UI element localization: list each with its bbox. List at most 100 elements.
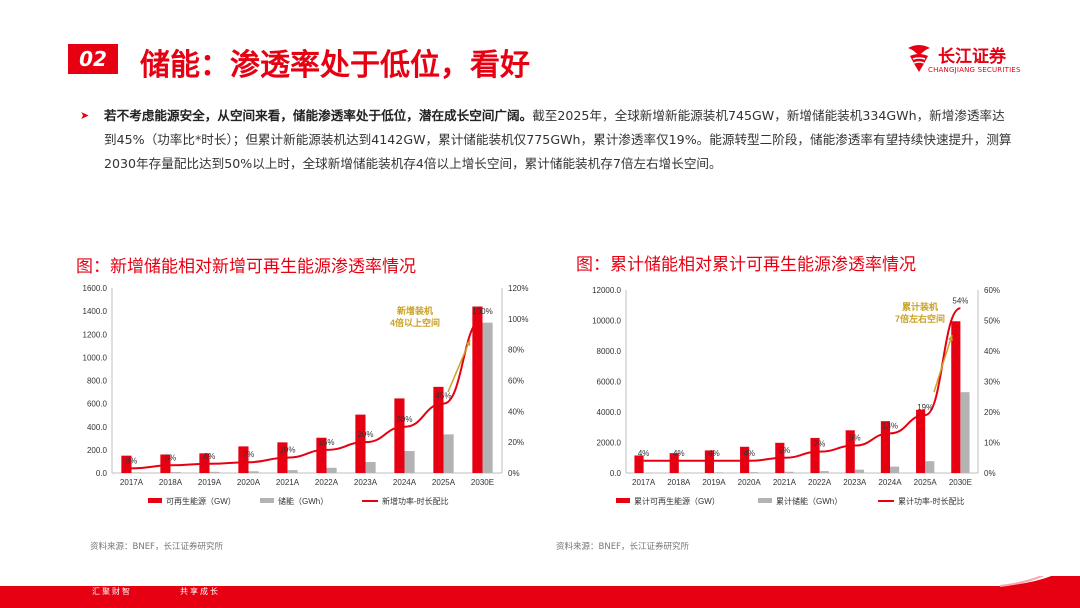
bar-renewable <box>634 455 644 473</box>
y-right-tick-label: 60% <box>984 286 1000 295</box>
bullet-arrow-icon: ➤ <box>80 109 90 122</box>
y-right-tick-label: 40% <box>984 347 1000 356</box>
bar-renewable <box>951 321 961 473</box>
x-tick-label: 2030E <box>471 478 494 487</box>
line-data-label: 7% <box>814 440 826 449</box>
chart-new-installations: 0.0 200.0 400.0 600.0 800.0 1000.0 1200.0 1400.… <box>83 284 529 506</box>
legend-swatch-renewable <box>148 498 162 503</box>
x-tick-label: 2019A <box>198 478 222 487</box>
bullet-rest-text: 截至2025年，全球新增新能源装机745GW，新增储能装机334GWh，新增渗透… <box>104 108 1012 171</box>
annotation-arrowhead-icon <box>465 340 471 346</box>
bar-storage <box>714 472 724 473</box>
logo-subtitle: CHANGJIANG SECURITIES <box>928 66 1021 74</box>
bar-storage <box>749 472 759 473</box>
chart-title-right: 图：累计储能相对累计可再生能源渗透率情况 <box>576 255 916 275</box>
line-data-label: 9% <box>849 434 861 443</box>
annotation-line2: 4倍以上空间 <box>390 317 440 328</box>
bar-storage <box>248 471 259 473</box>
line-data-label: 5% <box>165 453 177 462</box>
x-tick-label: 2030E <box>949 478 972 487</box>
x-tick-label: 2024A <box>393 478 417 487</box>
x-tick-label: 2022A <box>808 478 832 487</box>
logo-mark-icon <box>908 45 930 72</box>
x-tick-label: 2024A <box>878 478 902 487</box>
annotation-line1: 累计装机 <box>902 301 938 312</box>
bar-storage <box>326 467 337 473</box>
y-right-tick-label: 0% <box>984 469 996 478</box>
footer-motto-right: 共享成长 <box>180 587 220 596</box>
bar-renewable <box>669 453 679 473</box>
line-data-label: 3% <box>126 456 138 465</box>
bar-renewable <box>433 386 444 473</box>
line-data-label: 6% <box>204 452 216 461</box>
legend-swatch-storage <box>758 498 772 503</box>
bar-storage <box>925 461 935 473</box>
y-left-tick-label: 1600.0 <box>83 284 108 293</box>
y-left-tick-label: 1000.0 <box>83 353 108 362</box>
y-right-tick-label: 60% <box>508 377 524 386</box>
source-note-right: 资料来源：BNEF，长江证券研究所 <box>556 542 689 552</box>
bar-storage <box>209 471 220 473</box>
line-data-label: 54% <box>952 296 968 305</box>
x-tick-label: 2020A <box>738 478 762 487</box>
line-data-label: 100% <box>472 307 492 316</box>
y-right-tick-label: 80% <box>508 346 524 355</box>
line-data-label: 7% <box>243 450 255 459</box>
footer-swoosh <box>0 576 1080 608</box>
y-left-tick-label: 6000.0 <box>597 378 622 387</box>
y-left-tick-label: 8000.0 <box>597 347 622 356</box>
line-data-label: 45% <box>435 392 451 401</box>
annotation-arrow-icon <box>933 334 953 393</box>
y-right-tick-label: 120% <box>508 284 528 293</box>
x-tick-label: 2025A <box>432 478 456 487</box>
section-badge: 02 <box>68 44 118 74</box>
line-data-label: 20% <box>357 430 373 439</box>
annotation-arrowhead-icon <box>947 335 953 341</box>
y-left-tick-label: 0.0 <box>610 469 622 478</box>
y-right-tick-label: 50% <box>984 317 1000 326</box>
x-tick-label: 2017A <box>632 478 656 487</box>
line-data-label: 10% <box>279 446 295 455</box>
y-right-tick-label: 10% <box>984 439 1000 448</box>
bar-storage <box>819 471 829 473</box>
bar-storage <box>443 434 454 473</box>
x-tick-label: 2021A <box>773 478 797 487</box>
bar-renewable <box>316 437 327 473</box>
bar-renewable <box>160 454 171 473</box>
y-left-tick-label: 10000.0 <box>592 317 621 326</box>
line-data-label: 4% <box>743 449 755 458</box>
annotation-arrow-icon <box>447 339 471 393</box>
x-tick-label: 2018A <box>667 478 691 487</box>
bar-storage <box>482 322 493 473</box>
line-data-label: 5% <box>779 446 791 455</box>
summary-bullet: ➤ 若不考虑能源安全，从空间来看，储能渗透率处于低位，潜在成长空间广阔。截至20… <box>80 104 1012 176</box>
bullet-text: 若不考虑能源安全，从空间来看，储能渗透率处于低位，潜在成长空间广阔。截至2025… <box>104 104 1012 176</box>
line-data-label: 4% <box>708 449 720 458</box>
y-right-tick-label: 30% <box>984 378 1000 387</box>
x-tick-label: 2022A <box>315 478 339 487</box>
x-tick-label: 2021A <box>276 478 300 487</box>
y-right-tick-label: 100% <box>508 315 528 324</box>
annotation-line1: 新增装机 <box>397 305 433 316</box>
y-left-tick-label: 1400.0 <box>83 307 108 316</box>
line-data-label: 15% <box>318 438 334 447</box>
y-left-tick-label: 4000.0 <box>597 408 622 417</box>
bar-renewable <box>472 306 483 473</box>
y-left-tick-label: 800.0 <box>87 377 108 386</box>
x-tick-label: 2025A <box>914 478 938 487</box>
line-data-label: 4% <box>673 449 685 458</box>
page-title: 储能：渗透率处于低位，看好 <box>140 48 530 83</box>
y-left-tick-label: 200.0 <box>87 446 108 455</box>
bar-renewable <box>355 414 366 473</box>
y-left-tick-label: 1200.0 <box>83 330 108 339</box>
y-left-tick-label: 0.0 <box>96 469 108 478</box>
line-data-label: 4% <box>638 449 650 458</box>
legend-label-renewable: 可再生能源（GW） <box>166 496 236 506</box>
annotation-line2: 7倍左右空间 <box>895 313 945 324</box>
x-tick-label: 2023A <box>354 478 378 487</box>
legend-label-renewable: 累计可再生能源（GW） <box>634 496 720 506</box>
legend-label-storage: 累计储能（GWh） <box>776 496 842 506</box>
x-tick-label: 2018A <box>159 478 183 487</box>
x-tick-label: 2017A <box>120 478 144 487</box>
